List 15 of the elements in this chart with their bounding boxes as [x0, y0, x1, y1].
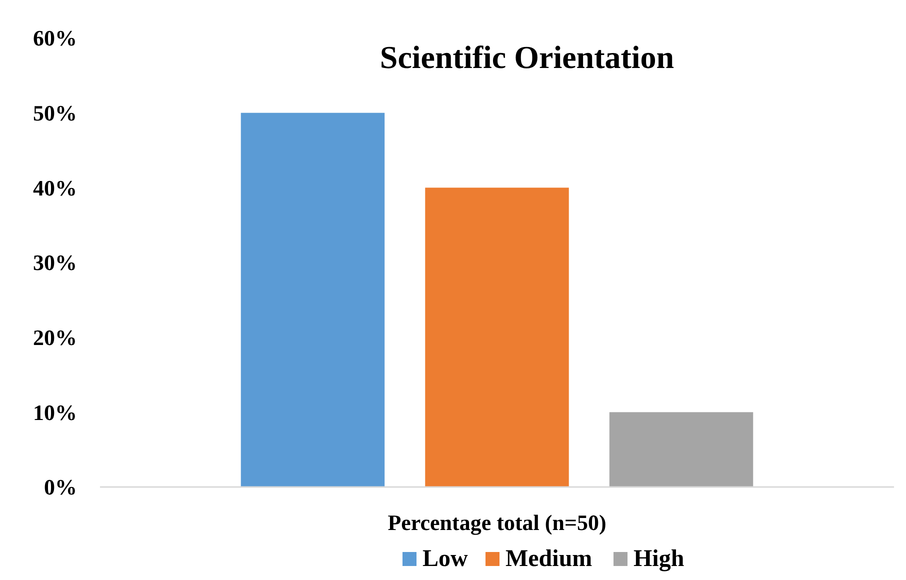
bar — [240, 112, 385, 487]
legend-label: Low — [422, 546, 469, 572]
y-tick-label: 40% — [33, 175, 77, 200]
x-tick-label: Percentage total (n=50) — [388, 510, 606, 535]
y-tick-label: 60% — [33, 26, 77, 51]
chart-title: Scientific Orientation — [380, 39, 674, 75]
legend-label: Medium — [506, 546, 592, 572]
bar — [425, 188, 569, 487]
y-tick-label: 20% — [33, 325, 77, 350]
y-tick-label: 10% — [33, 400, 77, 425]
y-tick-label: 30% — [33, 250, 77, 276]
y-tick-label: 0% — [44, 474, 77, 500]
legend-label: High — [634, 546, 684, 572]
bar — [609, 412, 754, 487]
y-tick-label: 50% — [33, 100, 77, 126]
